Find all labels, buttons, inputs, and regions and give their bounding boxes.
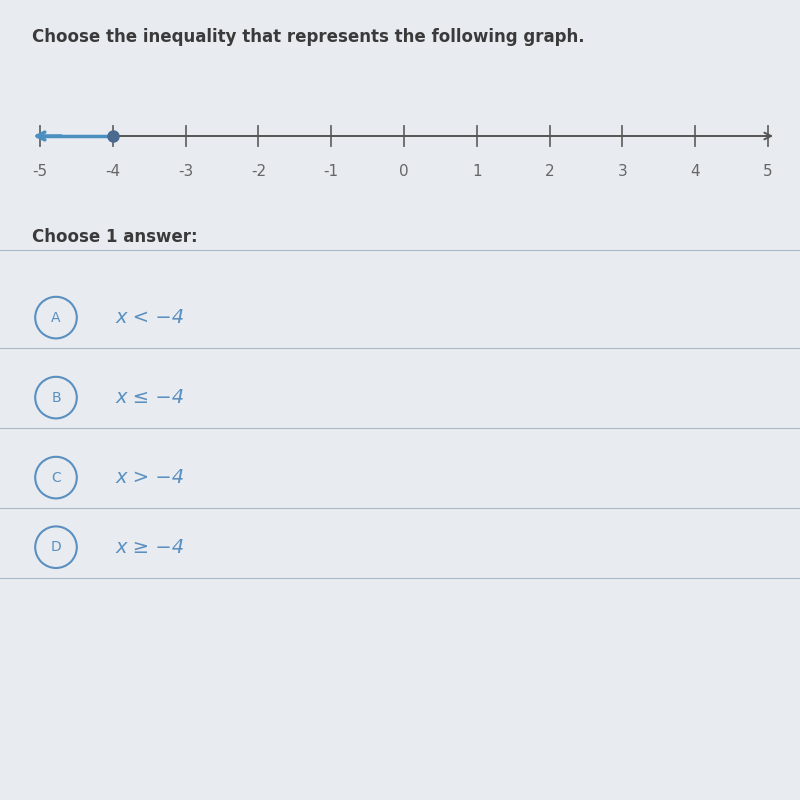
- Text: -5: -5: [33, 164, 47, 179]
- Text: x > −4: x > −4: [116, 468, 185, 487]
- Text: x < −4: x < −4: [116, 308, 185, 327]
- Text: B: B: [51, 390, 61, 405]
- Text: -1: -1: [324, 164, 338, 179]
- Text: D: D: [50, 540, 62, 554]
- Text: 5: 5: [763, 164, 773, 179]
- Text: 0: 0: [399, 164, 409, 179]
- Text: -4: -4: [106, 164, 120, 179]
- Text: 1: 1: [472, 164, 482, 179]
- Text: C: C: [51, 470, 61, 485]
- Text: x ≥ −4: x ≥ −4: [116, 538, 185, 557]
- Text: 4: 4: [690, 164, 700, 179]
- Text: 2: 2: [545, 164, 554, 179]
- Text: x ≤ −4: x ≤ −4: [116, 388, 185, 407]
- Text: -3: -3: [178, 164, 194, 179]
- Text: 3: 3: [618, 164, 627, 179]
- Text: -2: -2: [251, 164, 266, 179]
- Text: Choose the inequality that represents the following graph.: Choose the inequality that represents th…: [32, 28, 585, 46]
- Text: A: A: [51, 310, 61, 325]
- Text: Choose 1 answer:: Choose 1 answer:: [32, 228, 198, 246]
